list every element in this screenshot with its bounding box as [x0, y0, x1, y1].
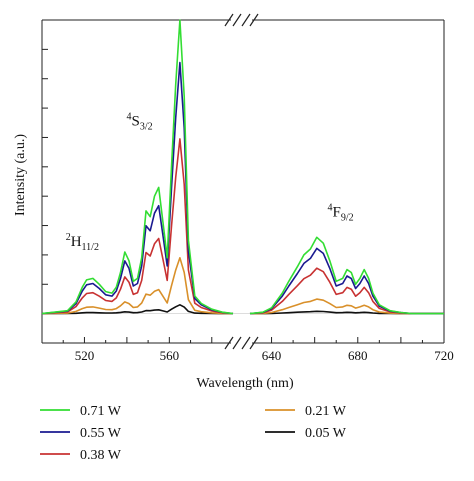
- axis-break-mark: [241, 13, 251, 27]
- x-tick-label: 680: [348, 348, 368, 363]
- series-line-021: [41, 257, 444, 315]
- legend-label: 0.05 W: [305, 426, 347, 441]
- term-symbol-label: 4F9/2: [327, 203, 353, 224]
- term-symbol-label: 4S3/2: [127, 112, 153, 133]
- axis-break-mark: [249, 336, 259, 350]
- legend-label: 0.21 W: [305, 404, 347, 419]
- axes-layer: 520 560 640 680 720: [41, 13, 454, 363]
- axis-break-mark: [241, 336, 251, 350]
- axis-break-mark: [232, 336, 242, 350]
- x-tick-label: 720: [434, 348, 454, 363]
- axis-break-mark: [249, 13, 259, 27]
- axis-break-mark: [232, 13, 242, 27]
- series-line-038: [41, 138, 444, 315]
- labels-layer: Intensity (a.u.) Wavelength (nm): [13, 134, 294, 391]
- series-layer: [41, 19, 444, 315]
- legend-label: 0.38 W: [80, 448, 122, 463]
- legend-label: 0.55 W: [80, 426, 122, 441]
- x-axis-label: Wavelength (nm): [196, 376, 294, 391]
- y-axis-label: Intensity (a.u.): [13, 134, 28, 216]
- legend-label: 0.71 W: [80, 404, 122, 419]
- x-tick-label: 560: [160, 348, 180, 363]
- axis-break-mark: [224, 336, 234, 350]
- series-line-071: [41, 19, 444, 315]
- series-line-055: [41, 61, 444, 315]
- annotation-layer: 2H11/2 4S3/2 4F9/2: [66, 112, 354, 253]
- axis-break-mark: [224, 13, 234, 27]
- term-symbol-label: 2H11/2: [66, 232, 99, 253]
- x-tick-label: 640: [262, 348, 282, 363]
- legend: 0.71 W 0.55 W 0.38 W 0.21 W 0.05 W: [40, 404, 347, 463]
- x-tick-label: 520: [75, 348, 95, 363]
